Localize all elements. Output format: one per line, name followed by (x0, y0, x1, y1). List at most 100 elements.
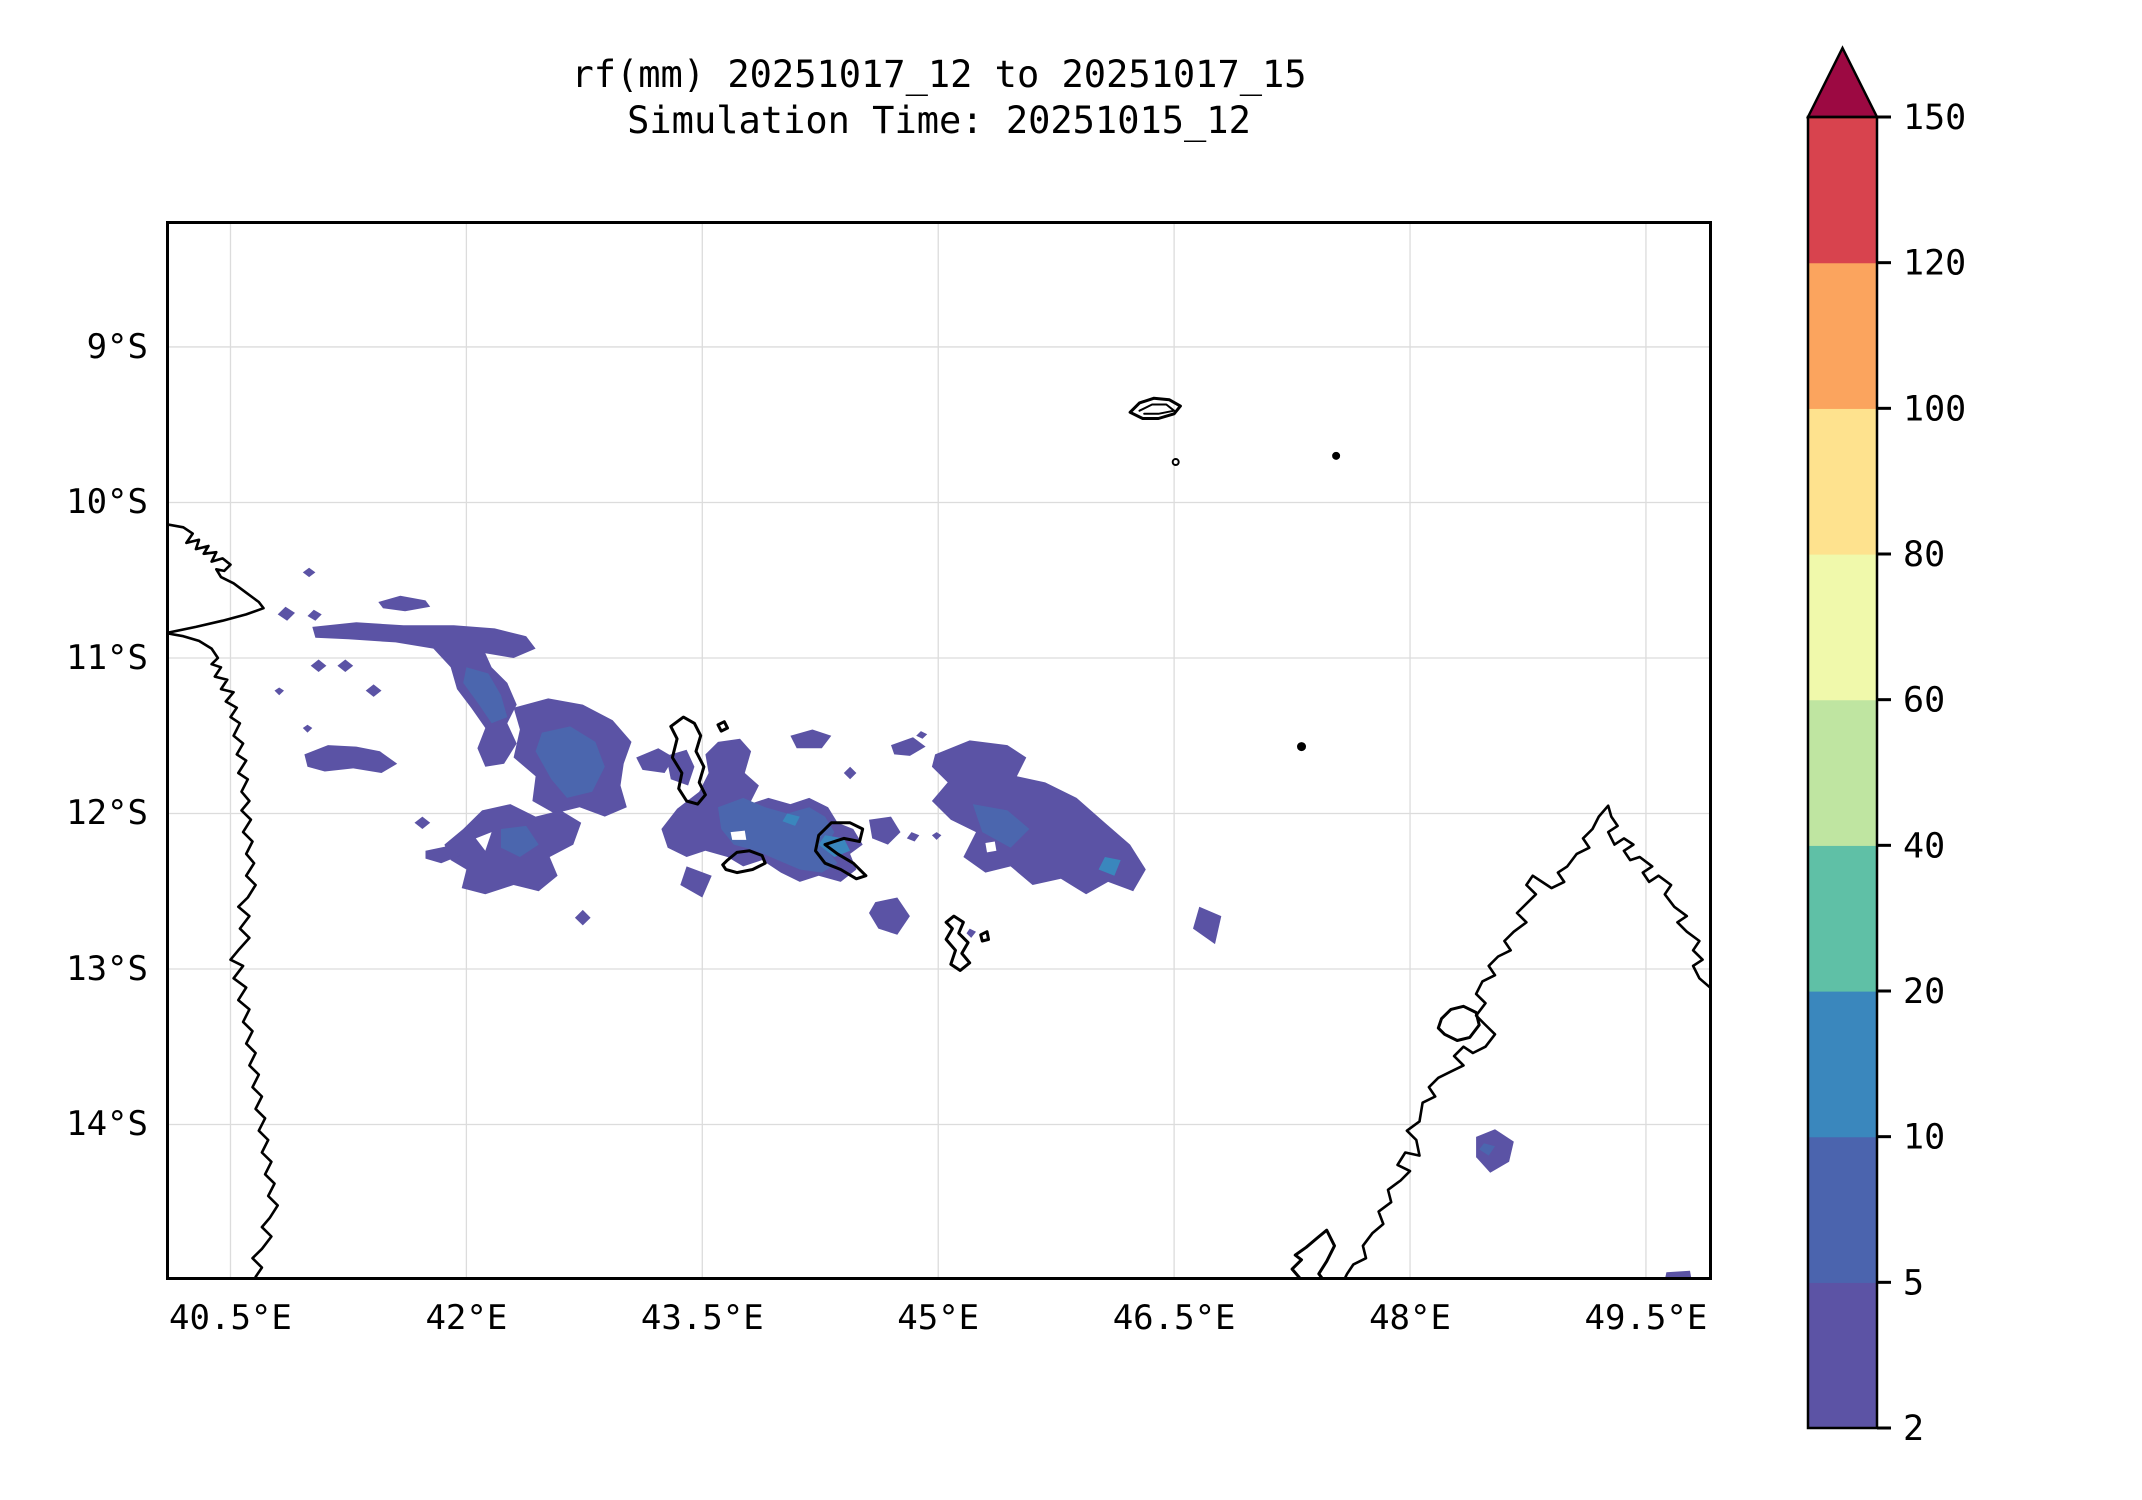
rain-polygon-5-10mm (1479, 1143, 1495, 1156)
rain-polygon-2-5mm (966, 928, 976, 938)
rain-polygon-2-5mm (869, 816, 901, 845)
colorbar-segment (1808, 408, 1877, 555)
rain-polygon-2-5mm (365, 684, 382, 697)
rain-polygon-2-5mm (425, 846, 461, 864)
island-dot-cosmoledo-atoll (1332, 451, 1341, 460)
colorbar-tick-label: 120 (1903, 244, 1966, 284)
colorbar-tick-label: 100 (1903, 389, 1966, 429)
map-frame (166, 221, 1712, 1280)
colorbar-tick-label: 20 (1903, 972, 1945, 1012)
rain-polygon-2-5mm (843, 766, 857, 780)
coastline-grande-comore-islet (716, 720, 729, 733)
map-plot-area (166, 221, 1712, 1280)
colorbar-segment (1808, 991, 1877, 1138)
colorbar-segment (1808, 262, 1877, 409)
island-dot-glorioso-islands (1297, 742, 1307, 752)
x-tick-label: 43.5°E (640, 1298, 764, 1338)
colorbar-segment (1808, 554, 1877, 701)
rain-polygon-2-5mm (337, 659, 354, 672)
rain-hole (730, 830, 747, 840)
rain-polygon-2-5mm (869, 897, 910, 935)
coastline-aldabra-outer (1128, 396, 1182, 420)
colorbar-tick-label: 10 (1903, 1118, 1945, 1158)
rain-polygon-2-5mm (906, 832, 920, 842)
rain-polygon-2-5mm (310, 659, 327, 672)
rain-polygon-10-20mm (818, 835, 851, 857)
rain-polygon-5-10mm (718, 797, 838, 873)
colorbar-tick-label: 5 (1903, 1263, 1924, 1303)
colorbar-body: 2 5 10 20 40 60 80 100 120 150 (1805, 45, 1966, 1449)
coastline-madagascar (1342, 804, 1712, 1280)
y-tick-label: 13°S (66, 948, 148, 989)
rain-polygon-2-5mm (574, 909, 591, 926)
rain-polygon-2-5mm (1476, 1129, 1514, 1173)
rain-polygon-2-5mm (277, 606, 295, 621)
x-tick-label: 42°E (425, 1298, 508, 1338)
y-tick-label: 12°S (66, 793, 148, 834)
island-dot-assumption-island (1171, 458, 1180, 467)
coastline-island-sw-madagascar (1290, 1228, 1336, 1280)
coastline-petite-terre (979, 930, 990, 943)
rain-polygon-2-5mm (302, 567, 316, 578)
x-tick-label: 40.5°E (169, 1298, 292, 1338)
x-tick-label: 45°E (897, 1298, 980, 1338)
rain-hole (985, 841, 997, 853)
figure-title-line2: Simulation Time: 20251015_12 (627, 99, 1251, 142)
coastline-aldabra-lagoon (1138, 403, 1176, 415)
coastline-nosy-be (1436, 1004, 1481, 1042)
y-tick-label: 10°S (66, 482, 148, 523)
colorbar-segment (1808, 1136, 1877, 1283)
rain-polygon-2-5mm (378, 595, 431, 612)
rain-polygon-2-5mm (304, 745, 398, 773)
coastlines (166, 396, 1712, 1280)
rain-polygon-2-5mm (931, 740, 1146, 895)
rain-polygon-2-5mm (680, 866, 712, 898)
x-tick-label: 46.5°E (1112, 1298, 1236, 1338)
colorbar-segment (1808, 117, 1877, 264)
colorbar: 2 5 10 20 40 60 80 100 120 150 (1805, 45, 1966, 1449)
rain-polygon-5-10mm (463, 667, 508, 724)
colorbar-tick-label: 80 (1903, 535, 1945, 575)
rain-polygon-2-5mm (931, 832, 942, 840)
map-svg (166, 221, 1712, 1280)
colorbar-tick-label: 60 (1903, 681, 1945, 721)
colorbar-extend-arrow (1805, 45, 1880, 119)
rain-polygon-2-5mm (312, 622, 536, 767)
rain-polygon-2-5mm (916, 731, 928, 739)
rain-polygon-2-5mm (1193, 906, 1222, 945)
rain-polygon-2-5mm (891, 737, 926, 756)
y-tick-label: 9°S (86, 326, 148, 367)
coastline-moheli (721, 849, 767, 875)
colorbar-tick-label: 2 (1903, 1409, 1924, 1449)
colorbar-outline (1806, 115, 1879, 1430)
rainfall-contours (274, 567, 1692, 1280)
y-tick-label: 14°S (66, 1104, 148, 1145)
rain-polygon-5-10mm (535, 726, 605, 798)
rain-hole (475, 832, 492, 851)
x-tick-label: 49.5°E (1584, 1298, 1708, 1338)
rain-polygon-10-20mm (1098, 857, 1121, 876)
rain-polygon-2-5mm (307, 609, 322, 621)
rain-polygon-2-5mm (790, 729, 832, 749)
colorbar-segment (1808, 845, 1877, 992)
colorbar-tick-label: 150 (1903, 98, 1966, 138)
colorbar-tick-label: 40 (1903, 826, 1945, 866)
coastline-mayotte (944, 914, 972, 972)
colorbar-segment (1808, 699, 1877, 846)
coastline-anjouan (814, 821, 868, 881)
rain-polygon-5-10mm (501, 825, 539, 857)
rain-polygon-10-20mm (782, 813, 800, 826)
figure-title-line1: rf(mm) 20251017_12 to 20251017_15 (571, 53, 1307, 96)
y-tick-label: 11°S (66, 637, 148, 678)
figure-title: rf(mm) 20251017_12 to 20251017_15 Simula… (571, 52, 1306, 144)
gridlines (166, 221, 1712, 1280)
coastline-grande-comore (669, 715, 707, 806)
coastline-africa (166, 522, 279, 1280)
rain-polygon-2-5mm (274, 687, 284, 696)
rain-polygon-2-5mm (302, 724, 313, 733)
colorbar-segment (1808, 1282, 1877, 1429)
rain-polygon-2-5mm (636, 748, 674, 773)
rain-polygon-2-5mm (414, 816, 431, 829)
x-tick-label: 48°E (1369, 1298, 1451, 1338)
